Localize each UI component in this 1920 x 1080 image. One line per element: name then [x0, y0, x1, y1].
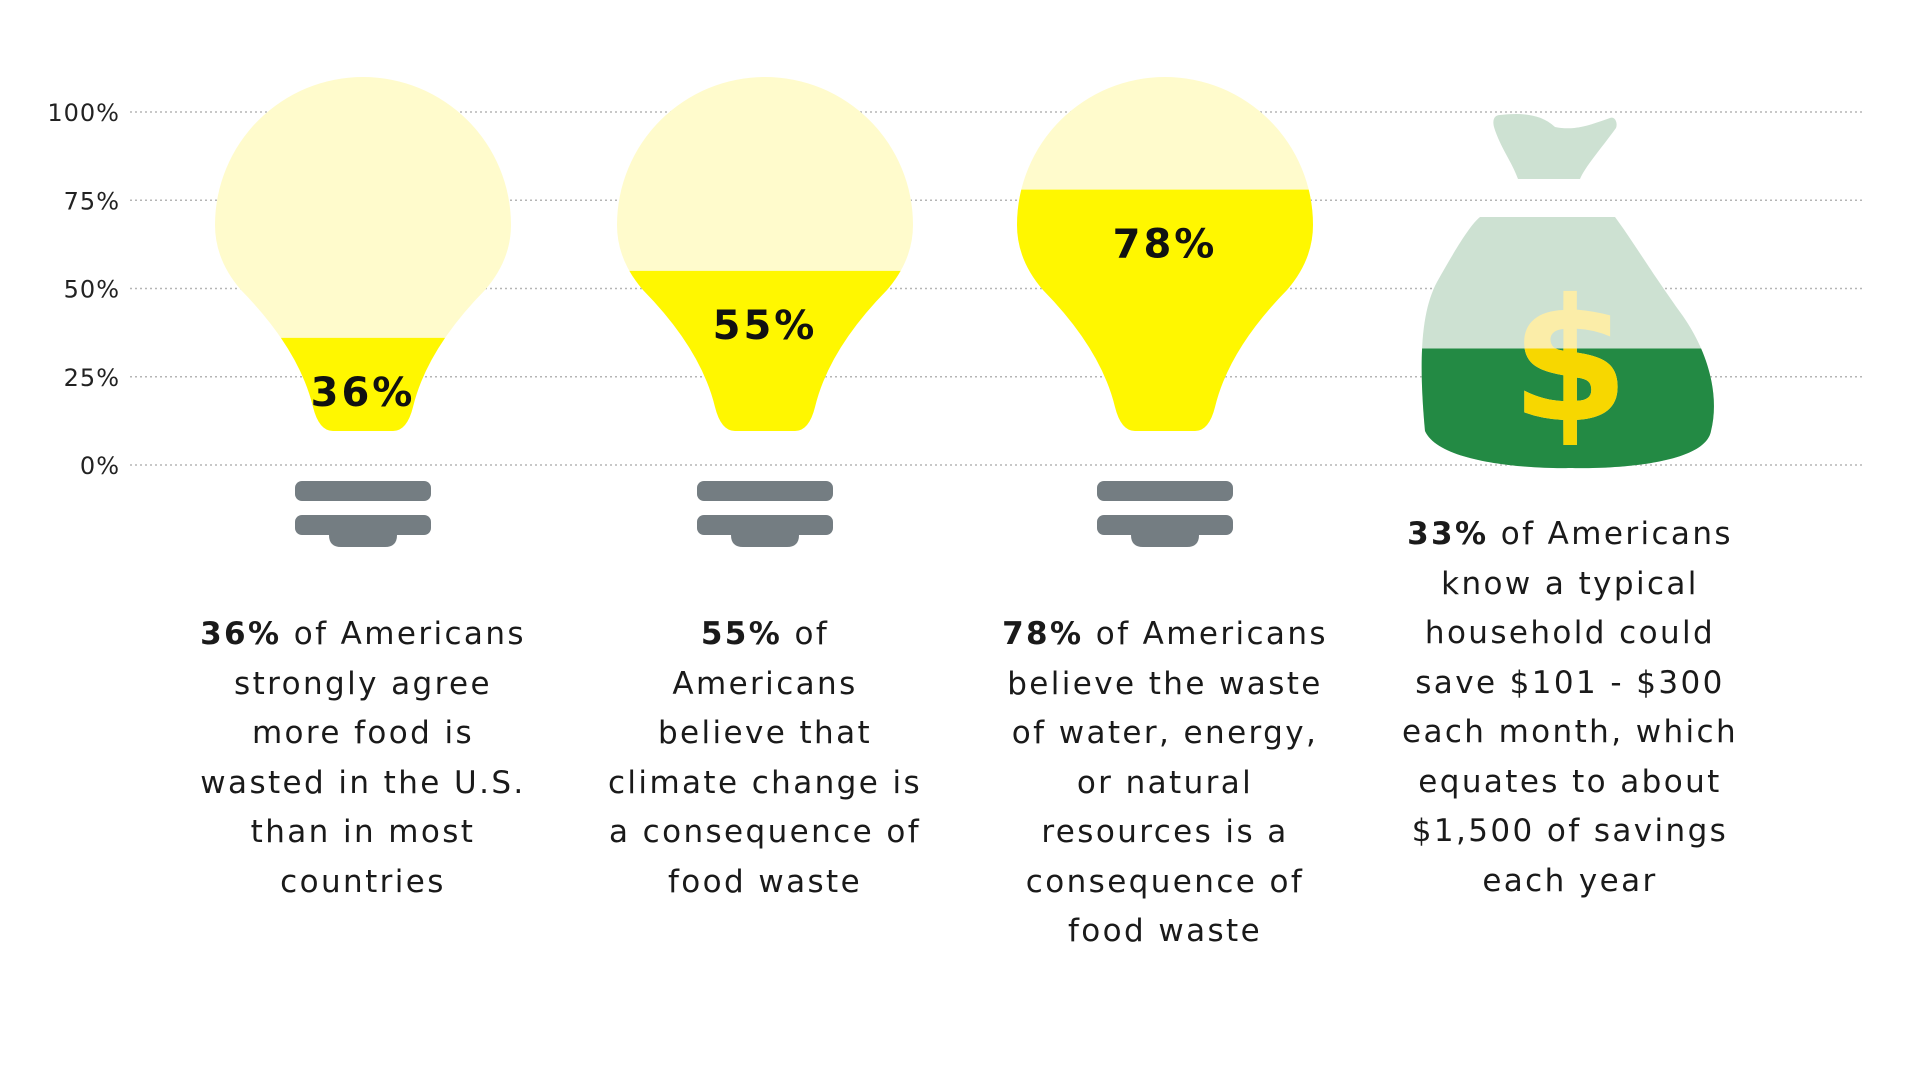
- data-label: 78%: [1113, 222, 1218, 268]
- grid-layer: [130, 111, 1862, 466]
- bulb-base-tip: [1131, 535, 1199, 547]
- bulb-base-ring: [697, 481, 833, 501]
- bulb-base-tip: [731, 535, 799, 547]
- y-tick-label: 25%: [64, 364, 120, 392]
- bulb-base-ring: [1097, 481, 1233, 501]
- bulb-base-ring: [1097, 515, 1233, 535]
- y-tick-label: 0%: [80, 452, 120, 480]
- dollar-icon: $$: [1511, 263, 1629, 461]
- bag-top: [1493, 114, 1617, 179]
- y-tick-label: 50%: [64, 276, 120, 304]
- data-label: 36%: [311, 370, 416, 416]
- mark-4: $$: [1421, 114, 1714, 469]
- marks-layer: 36% 55% 78% $$: [215, 77, 1714, 547]
- y-tick-label: 100%: [47, 99, 120, 127]
- svg-text:$: $: [1511, 263, 1629, 461]
- mark-3: 78%: [1017, 77, 1313, 547]
- y-axis: 100% 75% 50% 25% 0%: [47, 99, 120, 480]
- bulb-base-ring: [697, 515, 833, 535]
- y-tick-label: 75%: [64, 187, 120, 215]
- bulb-base-tip: [329, 535, 397, 547]
- data-label: 55%: [713, 303, 818, 349]
- bulb-base-ring: [295, 515, 431, 535]
- bulb-base-ring: [295, 481, 431, 501]
- svg-text:$: $: [1511, 263, 1629, 461]
- mark-2: 55%: [617, 77, 913, 547]
- mark-1: 36%: [215, 77, 511, 547]
